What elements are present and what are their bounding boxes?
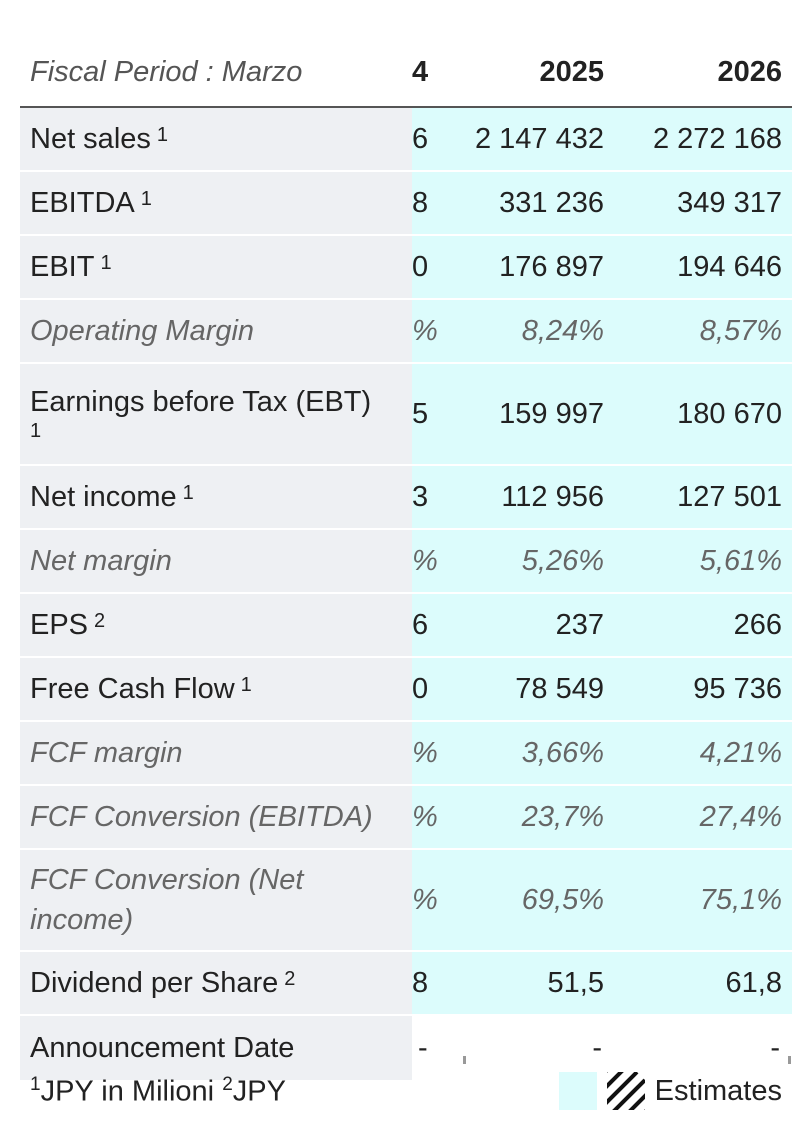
estimate-cell-bg: [412, 1016, 792, 1080]
row-value-2026: 266: [733, 608, 782, 641]
estimate-cell-bg: [412, 952, 792, 1014]
row-partial: %: [412, 736, 438, 769]
row-value-2026: 27,4%: [699, 800, 782, 833]
row-value-2026: 349 317: [677, 186, 782, 219]
table-header: Fiscal Period : Marzo 4 2025 2026: [20, 40, 792, 108]
estimate-cell-bg: [412, 530, 792, 592]
legend: Estimates: [558, 1072, 782, 1110]
table-row: EPS 2 6 237 266: [20, 594, 792, 658]
row-label: FCF margin: [20, 722, 412, 784]
table-row: Net margin % 5,26% 5,61%: [20, 530, 792, 594]
financial-table: Fiscal Period : Marzo 4 2025 2026 Net sa…: [20, 40, 792, 1082]
hatch-swatch-icon: [606, 1072, 645, 1110]
row-value-2026: -: [770, 1031, 780, 1064]
row-value-2026: 127 501: [677, 480, 782, 513]
estimate-cell-bg: [412, 108, 792, 170]
table-row: Free Cash Flow 1 0 78 549 95 736: [20, 658, 792, 722]
row-label: EBIT 1: [20, 236, 412, 298]
table-row: FCF margin % 3,66% 4,21%: [20, 722, 792, 786]
table-row: Net income 1 3 112 956 127 501: [20, 466, 792, 530]
estimate-cell-bg: [412, 236, 792, 298]
row-label: Operating Margin: [20, 300, 412, 362]
row-value-2026: 4,21%: [699, 736, 782, 769]
row-label: Dividend per Share 2: [20, 952, 412, 1014]
table-row: Net sales 1 6 2 147 432 2 272 168: [20, 108, 792, 172]
axis-tick: [463, 1056, 466, 1064]
row-label: FCF Conversion (EBITDA): [20, 786, 412, 848]
row-value-2026: 75,1%: [699, 883, 782, 916]
row-partial: 6: [412, 608, 429, 641]
row-label: Net margin: [20, 530, 412, 592]
row-value-2025: 176 897: [499, 250, 604, 283]
row-partial: 6: [412, 122, 429, 155]
table-row: Announcement Date - - -: [20, 1016, 792, 1082]
row-value-2026: 5,61%: [699, 544, 782, 577]
row-label: FCF Conversion (Net income): [20, 850, 412, 950]
legend-label: Estimates: [654, 1074, 782, 1107]
fiscal-period-label: Fiscal Period : Marzo: [30, 56, 303, 88]
row-value-2025: 69,5%: [521, 883, 604, 916]
table-row: EBITDA 1 8 331 236 349 317: [20, 172, 792, 236]
column-header-2026: 2026: [717, 56, 782, 88]
row-partial: 3: [412, 480, 429, 513]
row-partial: %: [412, 314, 438, 347]
estimate-cell-bg: [412, 594, 792, 656]
row-value-2026: 194 646: [677, 250, 782, 283]
row-value-2026: 61,8: [725, 966, 782, 999]
table-row: EBIT 1 0 176 897 194 646: [20, 236, 792, 300]
footnote: 1JPY in Milioni 2JPY: [30, 1074, 286, 1108]
row-label: Earnings before Tax (EBT) 1: [20, 364, 412, 464]
table-row: Earnings before Tax (EBT) 1 5 159 997 18…: [20, 364, 792, 466]
estimate-cell-bg: [412, 364, 792, 464]
estimate-cell-bg: [412, 658, 792, 720]
estimate-cell-bg: [412, 722, 792, 784]
row-label: EBITDA 1: [20, 172, 412, 234]
row-value-2026: 2 272 168: [652, 122, 782, 155]
row-value-2025: 8,24%: [521, 314, 604, 347]
table-row: FCF Conversion (Net income) % 69,5% 75,1…: [20, 850, 792, 952]
row-partial: -: [418, 1031, 428, 1064]
row-value-2025: 5,26%: [521, 544, 604, 577]
estimate-cell-bg: [412, 850, 792, 950]
estimate-cell-bg: [412, 172, 792, 234]
row-label: Free Cash Flow 1: [20, 658, 412, 720]
column-header-2025: 2025: [539, 56, 604, 88]
column-header-partial: 4: [412, 56, 429, 88]
row-label: Announcement Date: [20, 1016, 412, 1080]
table-row: FCF Conversion (EBITDA) % 23,7% 27,4%: [20, 786, 792, 850]
row-value-2025: 51,5: [547, 966, 604, 999]
estimate-cell-bg: [412, 300, 792, 362]
row-partial: %: [412, 544, 438, 577]
row-partial: %: [412, 883, 438, 916]
row-partial: 5: [412, 397, 429, 430]
table-row: Operating Margin % 8,24% 8,57%: [20, 300, 792, 364]
row-label: Net sales 1: [20, 108, 412, 170]
estimate-cell-bg: [412, 786, 792, 848]
row-value-2026: 95 736: [693, 672, 782, 705]
row-value-2025: 237: [555, 608, 604, 641]
estimate-cell-bg: [412, 466, 792, 528]
row-partial: 8: [412, 186, 429, 219]
row-partial: %: [412, 800, 438, 833]
estimate-swatch: [558, 1072, 597, 1110]
row-partial: 0: [412, 250, 429, 283]
row-value-2026: 8,57%: [699, 314, 782, 347]
row-value-2025: -: [592, 1031, 602, 1064]
row-value-2025: 23,7%: [521, 800, 604, 833]
row-partial: 0: [412, 672, 429, 705]
row-value-2025: 112 956: [501, 480, 604, 513]
row-value-2025: 331 236: [499, 186, 604, 219]
row-value-2025: 159 997: [499, 397, 604, 430]
row-label: EPS 2: [20, 594, 412, 656]
row-label: Net income 1: [20, 466, 412, 528]
row-partial: 8: [412, 966, 429, 999]
row-value-2025: 3,66%: [521, 736, 604, 769]
row-value-2025: 78 549: [515, 672, 604, 705]
row-value-2026: 180 670: [677, 397, 782, 430]
axis-tick: [788, 1056, 791, 1064]
row-value-2025: 2 147 432: [474, 122, 604, 155]
table-row: Dividend per Share 2 8 51,5 61,8: [20, 952, 792, 1016]
